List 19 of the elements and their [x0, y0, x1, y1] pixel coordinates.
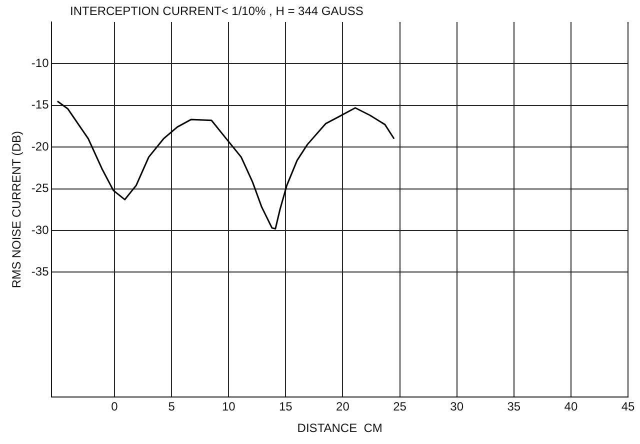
y-axis-title: RMS NOISE CURRENT (DB) [10, 131, 24, 288]
y-tick-label: -30 [31, 222, 50, 237]
y-tick-label: -15 [31, 98, 50, 112]
chart-title: INTERCEPTION CURRENT< 1/10% , H = 344 GAUSS [70, 4, 364, 18]
y-tick-label: -25 [31, 181, 50, 196]
y-tick-label: -35 [31, 264, 50, 278]
x-tick-label: 5 [168, 400, 176, 414]
x-tick-label: 30 [450, 400, 464, 414]
y-tick-label: -10 [31, 56, 50, 70]
x-tick-label: 35 [507, 400, 521, 414]
x-tick-label: 20 [336, 400, 350, 414]
x-tick-label: 45 [621, 400, 635, 414]
x-tick-label: 0 [111, 400, 118, 414]
x-axis-title: DISTANCE CM [297, 421, 382, 436]
x-tick-label: 10 [222, 400, 236, 414]
x-tick-label: 25 [393, 400, 407, 414]
x-tick-label: 40 [564, 400, 578, 414]
x-tick-label: 15 [278, 400, 293, 414]
y-tick-label: -20 [31, 139, 50, 154]
